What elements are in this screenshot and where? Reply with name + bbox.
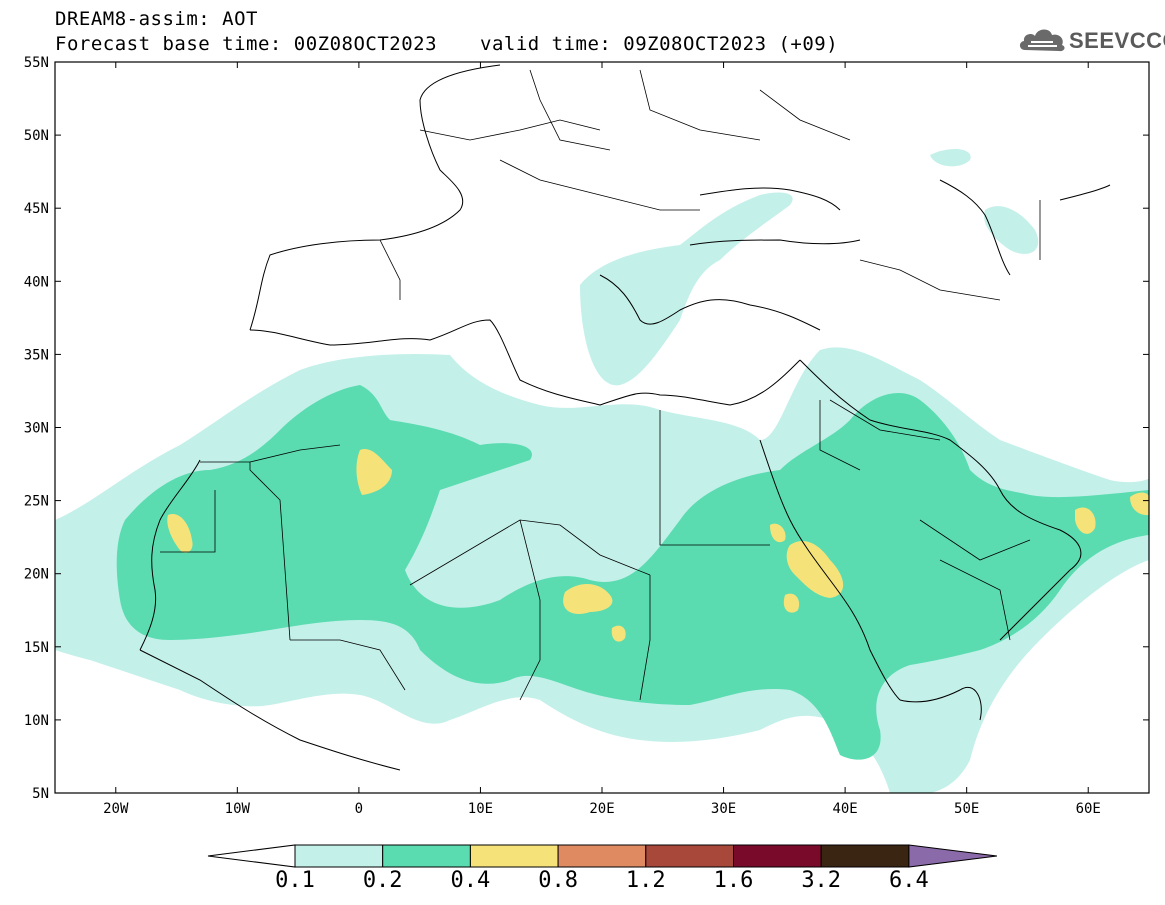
coastlines	[139, 64, 1111, 771]
seevccc-logo: SEEVCCC	[1017, 22, 1165, 56]
lat-label: 20N	[24, 567, 49, 583]
aot-band-0.4-0.8-h	[1075, 507, 1096, 534]
lat-label: 30N	[24, 421, 49, 437]
colorbar-label: 3.2	[801, 868, 842, 893]
latitude-axis: 55N 50N 45N 40N 35N 30N 25N 20N 15N 10N 5N	[24, 55, 1149, 802]
colorbar-label: 6.4	[889, 868, 929, 893]
logo-text: SEEVCCC	[1069, 28, 1165, 53]
base-time: Forecast base time: 00Z08OCT2023	[55, 33, 438, 55]
lon-label: 10W	[225, 801, 251, 817]
longitude-axis: 20W 10W 0 10E 20E 30E 40E 50E 60E	[103, 62, 1101, 817]
forecast-time-line: Forecast base time: 00Z08OCT2023 valid ti…	[55, 33, 838, 55]
aot-field	[55, 64, 1149, 793]
colorbar-label: 1.2	[625, 868, 666, 893]
colorbar-segment	[557, 844, 647, 868]
colorbar-segment	[645, 844, 734, 868]
colorbar-label: 0.8	[538, 868, 578, 893]
aot-band-caspian	[984, 206, 1039, 254]
colorbar-segment	[733, 844, 822, 868]
lat-label: 10N	[24, 713, 49, 729]
lat-label: 45N	[24, 201, 49, 217]
lon-label: 30E	[711, 801, 736, 817]
lat-label: 25N	[24, 494, 49, 510]
lat-label: 15N	[24, 640, 49, 656]
lon-label: 60E	[1076, 801, 1101, 817]
lat-label: 50N	[24, 128, 49, 144]
colorbar-segment	[382, 844, 471, 868]
colorbar-segment	[820, 844, 910, 868]
colorbar-under-triangle	[207, 844, 296, 868]
aot-band-0.4-0.8-d	[611, 625, 626, 642]
colorbar-segment	[469, 844, 559, 868]
lon-label: 20W	[103, 801, 129, 817]
lon-label: 20E	[589, 801, 614, 817]
aot-band-0.4-0.8-a	[356, 449, 392, 495]
colorbar-label: 1.6	[713, 868, 754, 893]
aot-band-0.4-0.8-g	[783, 593, 800, 613]
colorbar-label: 0.2	[362, 868, 403, 893]
aot-band-arabia-east	[914, 496, 959, 556]
aot-band-ukraine	[930, 148, 971, 167]
borders	[160, 69, 1041, 701]
aot-band-0.4-0.8-c	[563, 584, 613, 614]
lon-label: 50E	[954, 801, 979, 817]
colorbar-segment	[294, 844, 384, 868]
colorbar-label: 0.1	[275, 868, 315, 893]
valid-time: valid time: 09Z08OCT2023 (+09)	[480, 33, 839, 55]
map-title: DREAM8-assim: AOT	[55, 8, 258, 30]
lon-label: 0	[355, 801, 363, 817]
cloud-icon	[1019, 29, 1065, 52]
aot-band-0.4-0.8-e	[786, 540, 844, 598]
aot-band-0.4-0.8-i	[1130, 492, 1149, 516]
aot-band-0.4-0.8-b	[167, 514, 193, 553]
lat-label: 40N	[24, 274, 49, 290]
lat-label: 35N	[24, 347, 49, 363]
aot-band-atlantic	[55, 585, 121, 638]
lon-label: 10E	[468, 801, 493, 817]
lat-label: 5N	[32, 786, 49, 802]
aot-band-0.4-0.8-f	[770, 523, 786, 543]
colorbar-label: 0.4	[450, 868, 491, 893]
colorbar-over-triangle	[908, 844, 997, 868]
lat-label: 55N	[24, 55, 49, 71]
lon-label: 40E	[832, 801, 857, 817]
